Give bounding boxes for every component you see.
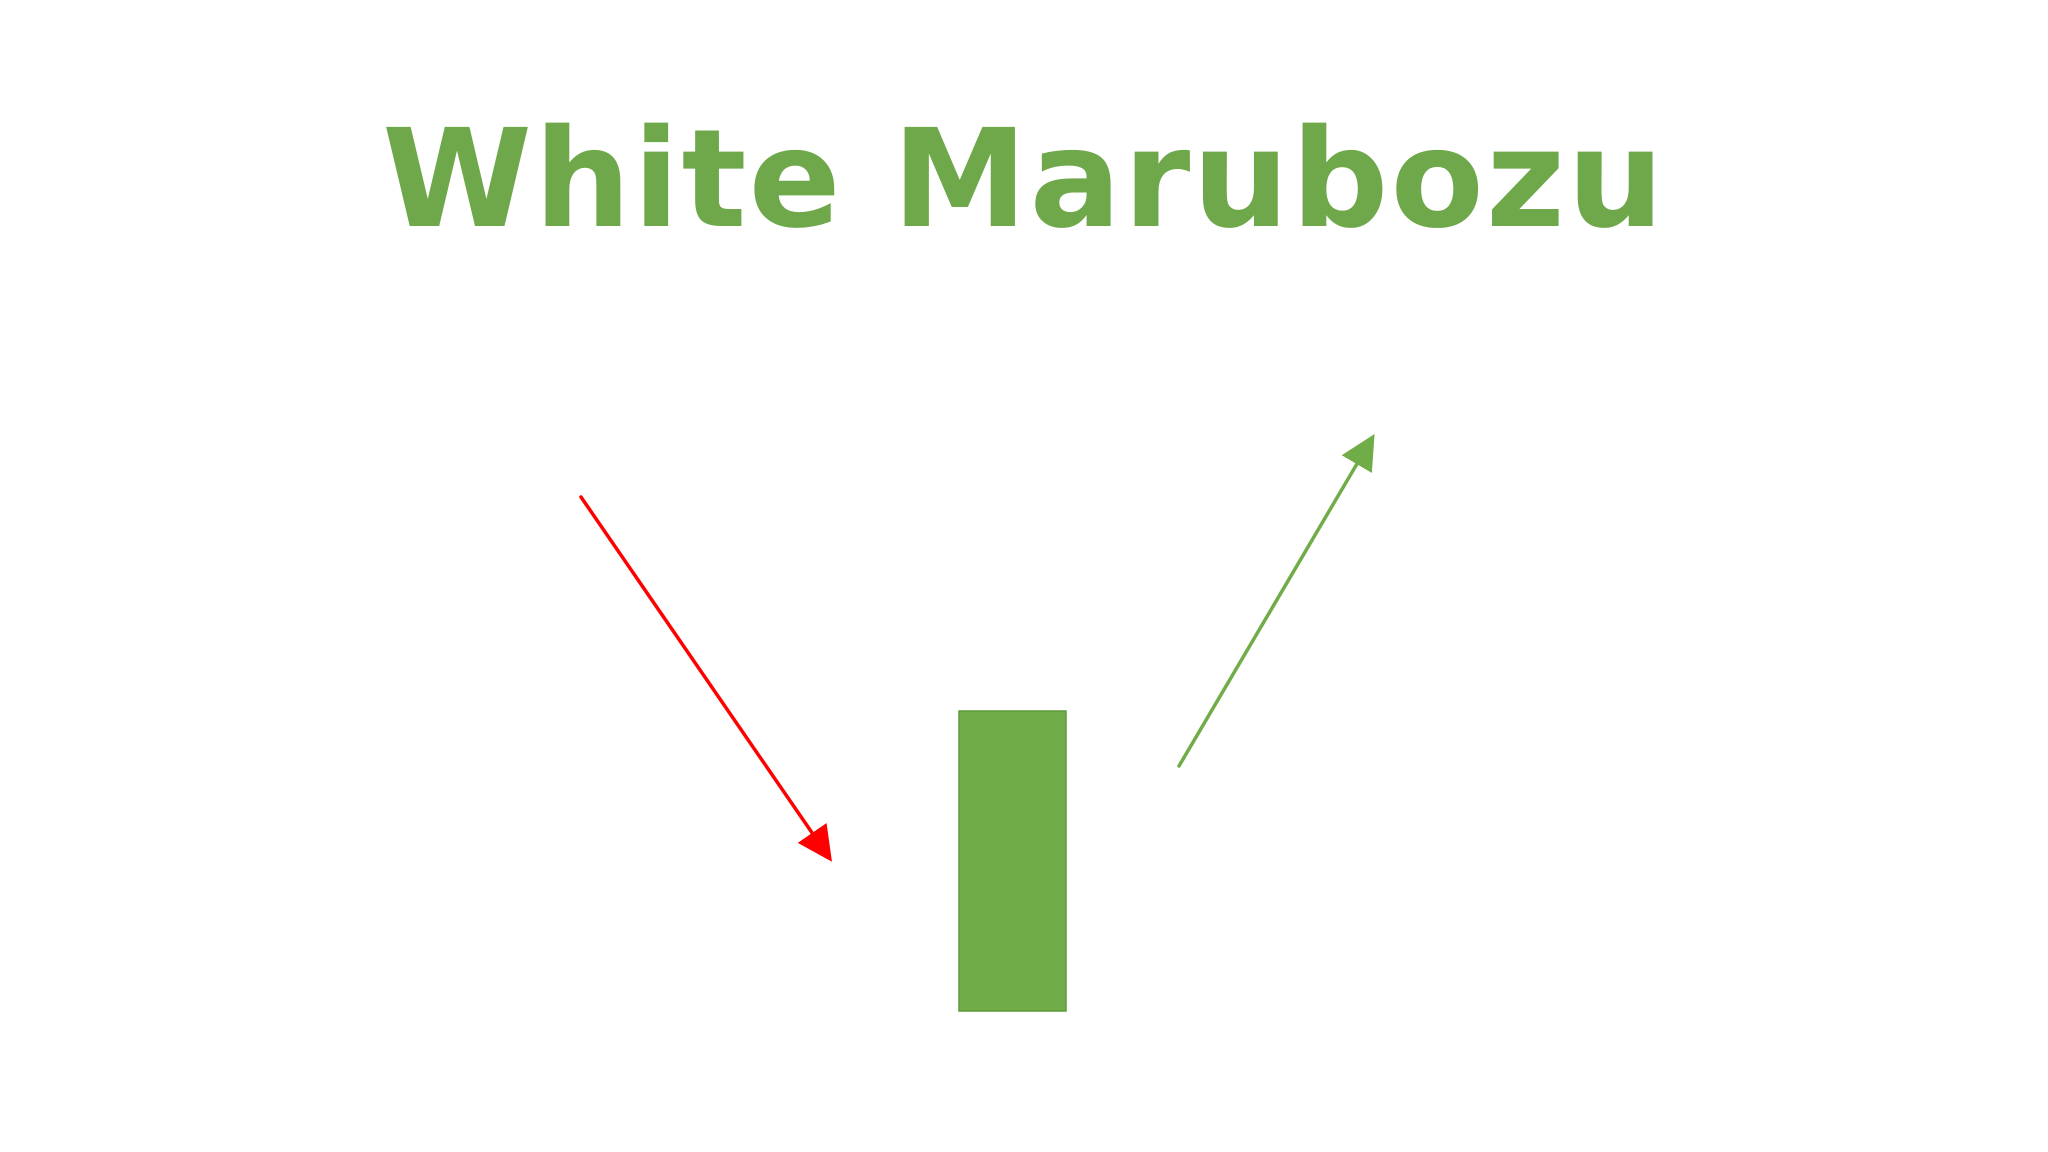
uptrend-arrow xyxy=(1177,433,1375,768)
marubozu-candle xyxy=(958,710,1067,1012)
page-title: White Marubozu xyxy=(382,101,1666,259)
downtrend-arrow xyxy=(579,495,832,862)
